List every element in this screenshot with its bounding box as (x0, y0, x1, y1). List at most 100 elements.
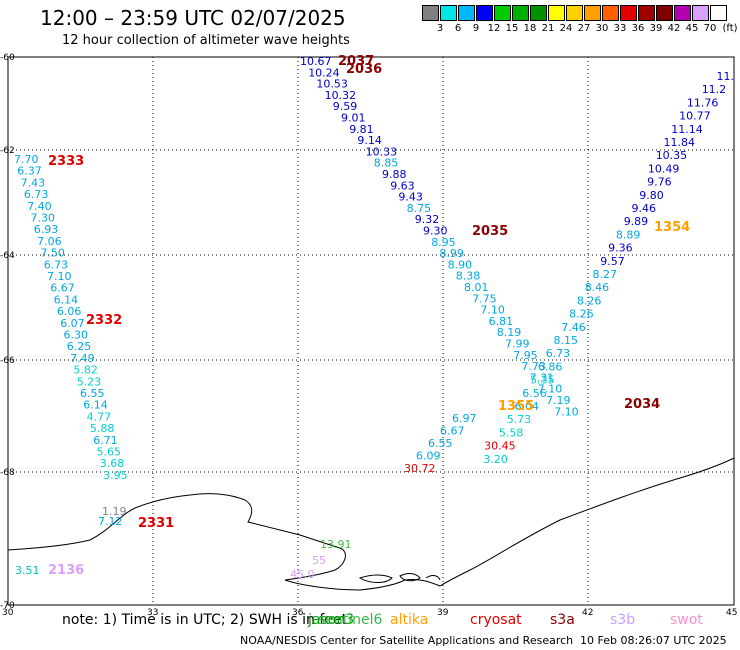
wave-height-value: 11. (717, 70, 735, 83)
wave-height-value: 9.46 (632, 202, 657, 215)
pass-time-label: 1355 (498, 399, 534, 414)
wave-height-value: 3.68 (100, 457, 125, 470)
pass-time-label: 1354 (654, 220, 690, 235)
wave-height-value: 8.27 (593, 268, 618, 281)
wave-height-value: 9.80 (639, 189, 664, 202)
wave-height-value: 1.19 (102, 505, 127, 518)
wave-height-value: 6.14 (54, 293, 79, 306)
wave-height-value: 45.0 (290, 568, 315, 581)
wave-height-value: 30.72 (404, 462, 436, 475)
pass-time-label: 2036 (346, 62, 382, 77)
wave-height-value: 11.84 (664, 136, 696, 149)
wave-height-value: 7.10 (554, 405, 579, 418)
wave-height-value: 6.73 (546, 347, 571, 360)
longitude-label: 39 (437, 608, 449, 618)
wave-height-value: 9.32 (415, 213, 440, 226)
wave-height-value: 9.43 (398, 191, 423, 204)
wave-height-value: 6.86 (538, 360, 563, 373)
wave-height-value: 7.31 (530, 371, 555, 384)
wave-height-value: 7.06 (37, 235, 62, 248)
wave-height-value: 6.55 (428, 437, 453, 450)
wave-height-value: 6.93 (34, 223, 59, 236)
wave-height-value: 7.70 (14, 153, 39, 166)
wave-height-value: 5.82 (73, 364, 98, 377)
wave-height-value: 6.14 (83, 399, 108, 412)
legend-swatch (638, 5, 655, 21)
wave-height-value: 6.25 (67, 340, 92, 353)
wave-height-value: 9.57 (600, 255, 625, 268)
wave-height-value: 6.37 (17, 165, 42, 178)
wave-height-value: 13.91 (320, 538, 352, 551)
wave-height-value: 8.26 (569, 308, 594, 321)
legend-swatch (494, 5, 511, 21)
wave-height-value: 10.33 (366, 145, 398, 158)
legend-swatch (674, 5, 691, 21)
wave-height-value: 5.58 (499, 426, 524, 439)
wave-height-value: 6.73 (44, 258, 68, 271)
wave-height-value: 8.85 (374, 157, 399, 170)
wave-height-value: 55 (312, 554, 326, 567)
map-title: 12:00 – 23:59 UTC 02/07/2025 (40, 6, 346, 30)
pass-time-label: 2332 (86, 313, 122, 328)
latitude-label: -62 (0, 146, 15, 156)
wave-height-value: 9.14 (357, 134, 382, 147)
wave-height-value: 7.30 (31, 212, 56, 225)
wave-height-value: 7.73 (521, 360, 546, 373)
wave-height-value: 9.36 (608, 242, 633, 255)
wave-height-value: 7.12 (98, 515, 123, 528)
wave-height-value: 6.56 (522, 387, 547, 400)
wave-height-value: 6.97 (452, 412, 477, 425)
wave-height-value: 8.46 (585, 281, 610, 294)
legend-tick-label: 6 (454, 23, 462, 34)
wave-height-value: 5.73 (507, 413, 532, 426)
wave-height-value: 8.99 (439, 247, 464, 260)
wave-height-value: 10.32 (325, 89, 357, 102)
wave-height-value: 8.15 (554, 334, 579, 347)
wave-height-value: 10.24 (308, 66, 340, 79)
wave-height-value: 7.10 (538, 383, 563, 396)
satellite-legend-item: swot (670, 612, 703, 628)
longitude-label: 42 (582, 608, 593, 618)
wave-height-value: 11.14 (671, 123, 703, 136)
generation-timestamp: 10 Feb 08:26:07 UTC 2025 (580, 634, 727, 647)
wave-height-value: 6.73 (24, 188, 49, 201)
legend-swatch (710, 5, 727, 21)
wave-height-value: 7.46 (561, 321, 586, 334)
wave-height-value: 8.95 (431, 236, 456, 249)
legend-tick-label: 45 (685, 23, 699, 34)
wave-height-value: 5.65 (97, 446, 122, 459)
pass-time-label: 2035 (472, 224, 508, 239)
wave-height-value: 6.71 (93, 434, 118, 447)
legend-tick-label: 36 (631, 23, 645, 34)
wave-height-value: 9.89 (624, 215, 649, 228)
latitude-label: -64 (0, 251, 15, 261)
legend-tick-label: 9 (472, 23, 480, 34)
pass-time-label: 2136 (48, 563, 84, 578)
legend-tick-label: 27 (577, 23, 591, 34)
latitude-label: -60 (0, 53, 15, 63)
legend-tick-label: 3 (436, 23, 444, 34)
wave-height-value: 10.67 (300, 55, 332, 68)
pass-time-label: 2331 (138, 516, 174, 531)
wave-height-value: 6.55 (80, 387, 105, 400)
wave-height-value: 7.95 (513, 349, 538, 362)
wave-height-value: 4.77 (87, 410, 112, 423)
wave-height-value: 7.40 (27, 200, 52, 213)
wave-height-value: 8.38 (456, 270, 481, 283)
wave-height-value: 9.88 (382, 168, 407, 181)
wave-height-value: 7.99 (505, 338, 530, 351)
wave-height-value: 9.59 (333, 100, 358, 113)
legend-tick-label: 12 (487, 23, 501, 34)
wave-height-value: 5.23 (77, 375, 102, 388)
credit-line: NOAA/NESDIS Center for Satellite Applica… (240, 634, 574, 647)
wave-height-value: 10.53 (316, 78, 348, 91)
map-frame (7, 56, 735, 606)
wave-height-value: 11.2 (702, 83, 727, 96)
wave-height-value: 8.90 (448, 258, 473, 271)
legend-swatch (512, 5, 529, 21)
wave-height-value: 6.30 (64, 329, 89, 342)
legend-swatch (566, 5, 583, 21)
legend-swatch (656, 5, 673, 21)
wave-height-value: 7.43 (21, 176, 45, 189)
antarctic-coastline (7, 457, 735, 591)
